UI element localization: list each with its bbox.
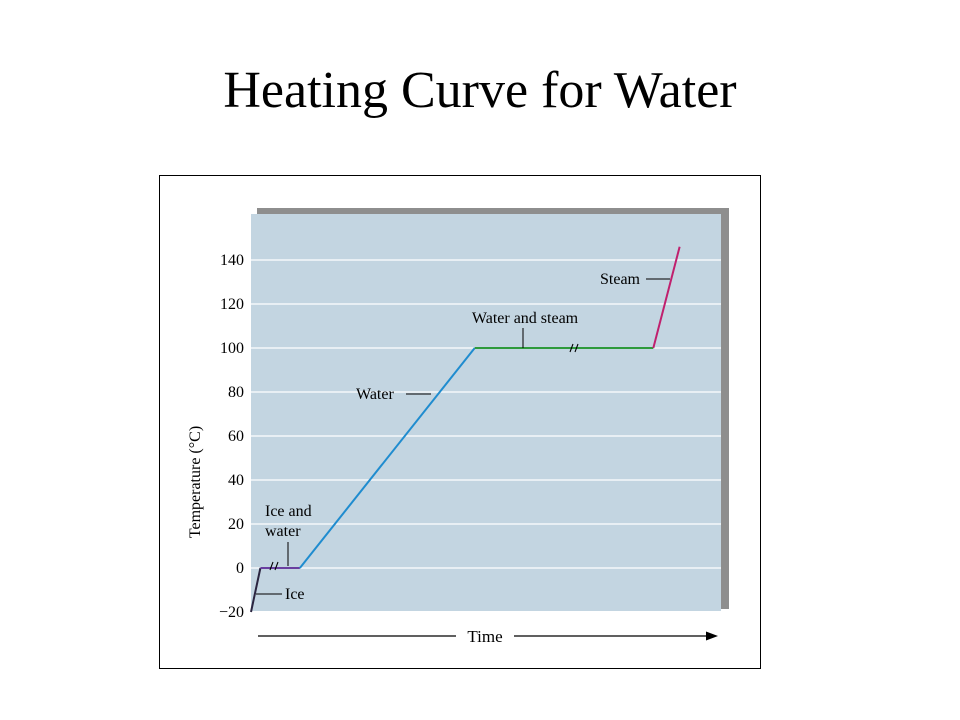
water-steam-label: Water and steam bbox=[472, 310, 579, 327]
annotations: Temperature (°C) Time Ice Ice and water Wat… bbox=[187, 271, 718, 646]
y-tick-label: 100 bbox=[220, 340, 244, 357]
y-tick-label: 80 bbox=[228, 384, 244, 401]
plot-background bbox=[251, 214, 721, 611]
x-axis-label: Time bbox=[467, 627, 502, 646]
y-tick-label: −20 bbox=[219, 604, 244, 621]
ice-water-label-line1: Ice and bbox=[265, 503, 312, 520]
ice-water-break-mark bbox=[274, 561, 279, 571]
steam-label: Steam bbox=[600, 271, 641, 288]
time-axis-arrowhead bbox=[706, 631, 718, 641]
y-tick-label: 40 bbox=[228, 472, 244, 489]
ice-water-break-mark bbox=[269, 561, 274, 571]
slide-title: Heating Curve for Water bbox=[223, 62, 737, 119]
y-tick-labels: −20 0 20 40 60 80 100 120 140 bbox=[219, 252, 244, 621]
y-tick-label: 0 bbox=[236, 560, 244, 577]
series-line-water bbox=[299, 347, 476, 569]
y-tick-label: 120 bbox=[220, 296, 244, 313]
series-lines bbox=[250, 246, 681, 613]
y-axis-label: Temperature (°C) bbox=[187, 426, 204, 538]
water-label: Water bbox=[356, 386, 394, 403]
ice-water-label-line2: water bbox=[265, 523, 301, 540]
ice-label: Ice bbox=[285, 586, 305, 603]
series-line-steam bbox=[652, 246, 681, 349]
chart-figure: −20 0 20 40 60 80 100 120 140 Temperature (°C) T… bbox=[159, 175, 761, 669]
series-line-ice bbox=[250, 567, 262, 613]
water-steam-break-mark bbox=[574, 343, 579, 353]
y-tick-label: 60 bbox=[228, 428, 244, 445]
y-tick-label: 140 bbox=[220, 252, 244, 269]
water-steam-break-mark bbox=[569, 343, 574, 353]
heating-curve-chart: −20 0 20 40 60 80 100 120 140 Temperature (°C) T… bbox=[187, 208, 729, 646]
y-tick-label: 20 bbox=[228, 516, 244, 533]
